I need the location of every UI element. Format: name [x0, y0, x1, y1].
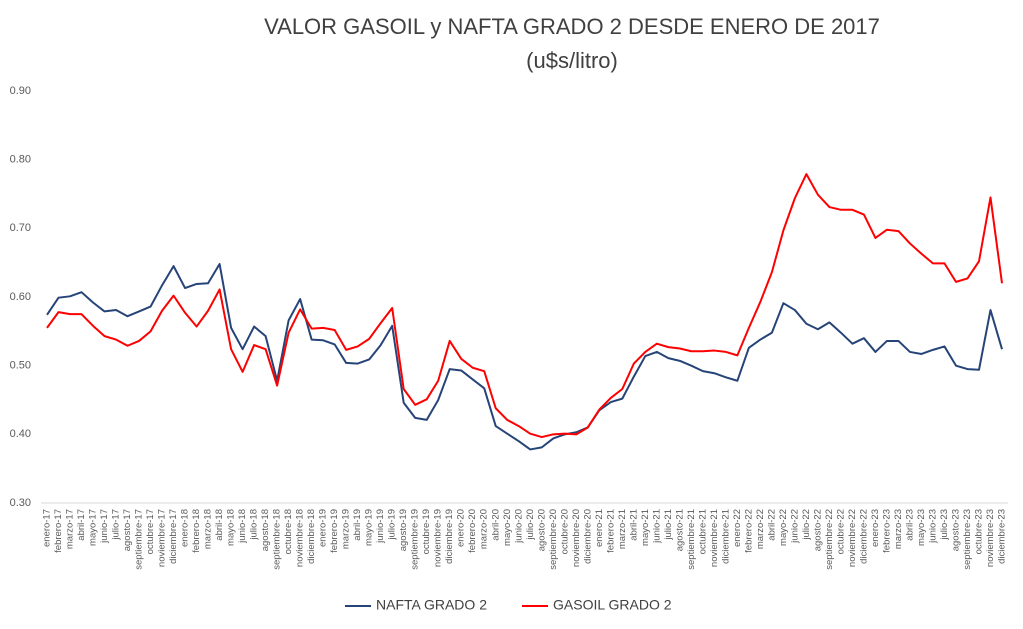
- x-tick-label: octubre-21: [697, 509, 708, 554]
- legend-label: GASOIL GRADO 2: [553, 597, 672, 613]
- x-tick-label: agosto-23: [950, 509, 961, 551]
- x-tick-label: julio-17: [111, 509, 122, 541]
- x-tick-label: junio-18: [237, 509, 248, 544]
- x-tick-label: diciembre-18: [306, 509, 317, 564]
- x-tick-label: febrero-23: [881, 509, 892, 553]
- x-tick-label: diciembre-17: [168, 509, 179, 564]
- x-tick-label: mayo-18: [226, 509, 237, 546]
- chart-title: VALOR GASOIL y NAFTA GRADO 2 DESDE ENERO…: [264, 14, 880, 39]
- x-tick-label: abril-18: [214, 509, 225, 541]
- x-tick-label: mayo-20: [502, 509, 513, 546]
- x-tick-label: agosto-17: [122, 509, 133, 551]
- x-tick-label: diciembre-22: [858, 509, 869, 564]
- x-tick-label: enero-22: [732, 509, 743, 547]
- x-tick-label: noviembre-22: [847, 509, 858, 567]
- x-tick-label: noviembre-21: [709, 509, 720, 567]
- x-tick-label: julio-19: [387, 509, 398, 541]
- x-tick-label: septiembre-18: [272, 509, 283, 570]
- x-tick-label: septiembre-20: [548, 509, 559, 570]
- x-tick-label: diciembre-19: [444, 509, 455, 564]
- x-tick-label: marzo-20: [479, 509, 490, 549]
- x-tick-label: agosto-18: [260, 509, 271, 551]
- x-tick-label: junio-23: [927, 509, 938, 544]
- x-tick-label: febrero-17: [53, 509, 64, 553]
- x-tick-label: marzo-22: [755, 509, 766, 549]
- x-tick-label: octubre-20: [559, 509, 570, 554]
- x-tick-label: enero-18: [180, 509, 191, 547]
- y-tick-label: 0.80: [10, 154, 31, 166]
- x-tick-label: enero-19: [318, 509, 329, 547]
- x-tick-label: junio-21: [651, 509, 662, 544]
- x-tick-label: marzo-21: [617, 509, 628, 549]
- y-tick-label: 0.50: [10, 360, 31, 372]
- x-tick-label: agosto-21: [674, 509, 685, 551]
- x-tick-label: abril-20: [490, 509, 501, 541]
- line-series: [46, 263, 1003, 451]
- x-tick-label: octubre-22: [835, 509, 846, 554]
- x-tick-label: julio-22: [801, 509, 812, 541]
- x-tick-label: septiembre-19: [410, 509, 421, 570]
- x-tick-label: noviembre-23: [985, 509, 996, 567]
- x-tick-label: abril-21: [628, 509, 639, 541]
- x-tick-label: enero-17: [42, 509, 53, 547]
- x-tick-label: agosto-20: [536, 509, 547, 551]
- x-tick-label: abril-19: [352, 509, 363, 541]
- x-tick-label: febrero-18: [191, 509, 202, 553]
- x-tick-label: mayo-17: [88, 509, 99, 546]
- x-tick-label: diciembre-21: [720, 509, 731, 564]
- x-tick-label: agosto-22: [812, 509, 823, 551]
- x-tick-label: octubre-17: [145, 509, 156, 554]
- x-tick-label: enero-21: [594, 509, 605, 547]
- x-tick-label: octubre-18: [283, 509, 294, 554]
- line-series: [46, 173, 1003, 439]
- x-tick-label: abril-22: [766, 509, 777, 541]
- y-tick-label: 0.70: [10, 222, 31, 234]
- x-tick-label: julio-21: [663, 509, 674, 541]
- x-tick-label: noviembre-17: [157, 509, 168, 567]
- y-tick-label: 0.90: [10, 85, 31, 97]
- x-tick-label: septiembre-21: [686, 509, 697, 570]
- x-tick-label: enero-20: [456, 509, 467, 547]
- x-tick-label: junio-19: [375, 509, 386, 544]
- x-tick-label: febrero-20: [467, 509, 478, 553]
- y-tick-label: 0.40: [10, 428, 31, 440]
- legend-label: NAFTA GRADO 2: [376, 597, 487, 613]
- x-tick-label: junio-17: [99, 509, 110, 544]
- x-tick-label: mayo-19: [364, 509, 375, 546]
- x-tick-label: febrero-22: [743, 509, 754, 553]
- x-tick-label: julio-20: [525, 509, 536, 541]
- x-tick-label: junio-20: [513, 509, 524, 544]
- x-tick-label: marzo-23: [893, 509, 904, 549]
- chart-subtitle: (u$s/litro): [526, 48, 618, 73]
- x-tick-label: septiembre-22: [824, 509, 835, 570]
- x-tick-label: octubre-19: [421, 509, 432, 554]
- x-tick-label: septiembre-17: [134, 509, 145, 570]
- x-tick-label: febrero-19: [329, 509, 340, 553]
- x-tick-label: agosto-19: [398, 509, 409, 551]
- x-tick-label: octubre-23: [974, 509, 985, 554]
- y-tick-label: 0.60: [10, 291, 31, 303]
- x-tick-label: marzo-17: [65, 509, 76, 549]
- x-tick-label: abril-23: [904, 509, 915, 541]
- x-tick-label: julio-23: [939, 509, 950, 541]
- x-tick-label: enero-23: [870, 509, 881, 547]
- x-tick-label: septiembre-23: [962, 509, 973, 570]
- x-tick-label: febrero-21: [605, 509, 616, 553]
- x-tick-label: diciembre-23: [997, 509, 1008, 564]
- x-tick-label: mayo-21: [640, 509, 651, 546]
- x-tick-label: noviembre-19: [433, 509, 444, 567]
- x-tick-label: diciembre-20: [582, 509, 593, 564]
- x-tick-label: julio-18: [249, 509, 260, 541]
- x-tick-label: mayo-22: [778, 509, 789, 546]
- x-tick-label: marzo-19: [341, 509, 352, 549]
- x-tick-label: noviembre-20: [571, 509, 582, 567]
- x-tick-label: marzo-18: [203, 509, 214, 549]
- x-tick-label: noviembre-18: [295, 509, 306, 567]
- x-tick-label: abril-17: [76, 509, 87, 541]
- x-tick-label: junio-22: [789, 509, 800, 544]
- x-tick-label: mayo-23: [916, 509, 927, 546]
- y-tick-label: 0.30: [10, 497, 31, 509]
